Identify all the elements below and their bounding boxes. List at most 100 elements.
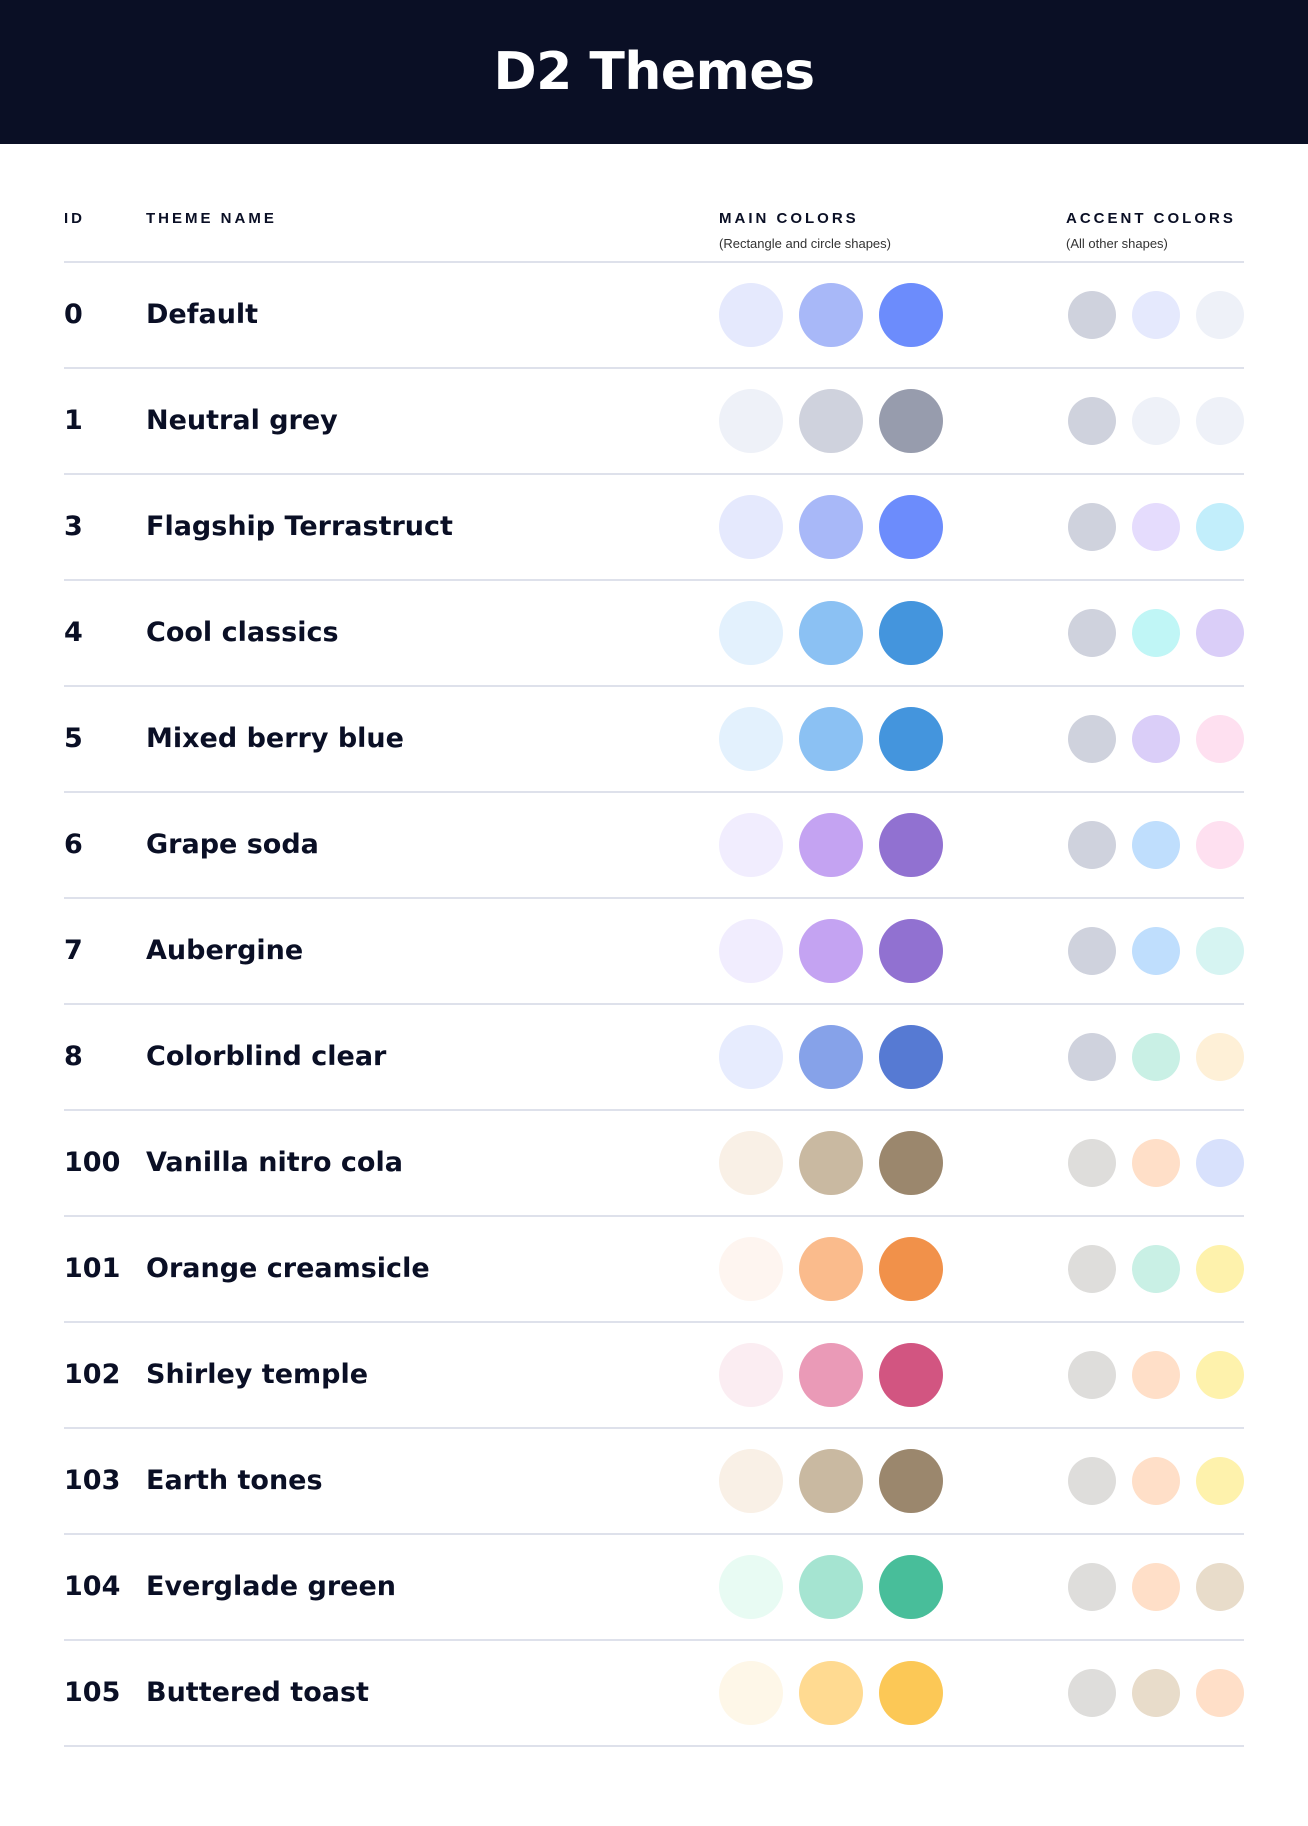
main-color-swatch [799, 601, 863, 665]
main-color-swatch [879, 1025, 943, 1089]
main-color-swatch [879, 601, 943, 665]
accent-color-swatch [1132, 1563, 1180, 1611]
accent-colors-subtitle: (All other shapes) [1066, 236, 1168, 251]
theme-id: 102 [64, 1359, 121, 1390]
theme-name: Orange creamsicle [146, 1253, 430, 1284]
accent-color-swatch [1196, 1033, 1244, 1081]
theme-name: Shirley temple [146, 1359, 369, 1390]
accent-color-swatch [1068, 291, 1116, 339]
theme-id: 4 [64, 617, 83, 648]
theme-name: Neutral grey [146, 405, 338, 436]
accent-color-swatch [1196, 1139, 1244, 1187]
main-color-swatch [719, 813, 783, 877]
accent-color-swatch [1196, 503, 1244, 551]
theme-id: 0 [64, 299, 83, 330]
theme-id: 8 [64, 1041, 83, 1072]
main-color-swatch [879, 813, 943, 877]
column-accent-colors: ACCENT COLORS [1066, 210, 1236, 227]
theme-id: 103 [64, 1465, 121, 1496]
table-row: 103 Earth tones [64, 1429, 1244, 1535]
accent-color-swatch [1196, 1245, 1244, 1293]
main-color-swatch [879, 495, 943, 559]
table-row: 101 Orange creamsicle [64, 1217, 1244, 1323]
main-color-swatch [879, 1343, 943, 1407]
main-color-swatch [879, 1131, 943, 1195]
theme-id: 104 [64, 1571, 121, 1602]
table-row: 4 Cool classics [64, 581, 1244, 687]
theme-name: Cool classics [146, 617, 339, 648]
accent-color-swatch [1068, 927, 1116, 975]
theme-name: Vanilla nitro cola [146, 1147, 403, 1178]
main-color-swatch [799, 495, 863, 559]
accent-color-swatch [1132, 715, 1180, 763]
main-color-swatch [879, 919, 943, 983]
accent-color-swatch [1132, 1351, 1180, 1399]
table-row: 0 Default [64, 263, 1244, 369]
theme-name: Flagship Terrastruct [146, 511, 453, 542]
theme-name: Everglade green [146, 1571, 397, 1602]
table-row: 8 Colorblind clear [64, 1005, 1244, 1111]
page-header: D2 Themes [0, 0, 1308, 144]
accent-color-swatch [1196, 1669, 1244, 1717]
accent-color-swatch [1068, 397, 1116, 445]
theme-name: Grape soda [146, 829, 319, 860]
main-color-swatch [719, 283, 783, 347]
main-color-swatch [879, 283, 943, 347]
accent-color-swatch [1132, 1245, 1180, 1293]
main-color-swatch [719, 389, 783, 453]
theme-id: 1 [64, 405, 83, 436]
theme-id: 6 [64, 829, 83, 860]
accent-color-swatch [1132, 1139, 1180, 1187]
main-color-swatch [719, 1661, 783, 1725]
main-color-swatch [879, 1237, 943, 1301]
accent-color-swatch [1196, 1563, 1244, 1611]
table-row: 1 Neutral grey [64, 369, 1244, 475]
theme-id: 100 [64, 1147, 121, 1178]
main-color-swatch [879, 707, 943, 771]
accent-color-swatch [1068, 609, 1116, 657]
main-colors-subtitle: (Rectangle and circle shapes) [719, 236, 891, 251]
accent-color-swatch [1132, 1033, 1180, 1081]
main-color-swatch [799, 1343, 863, 1407]
main-color-swatch [879, 1555, 943, 1619]
accent-color-swatch [1068, 503, 1116, 551]
accent-color-swatch [1196, 1457, 1244, 1505]
main-color-swatch [719, 1555, 783, 1619]
accent-color-swatch [1196, 397, 1244, 445]
accent-color-swatch [1068, 821, 1116, 869]
main-color-swatch [719, 601, 783, 665]
accent-color-swatch [1196, 1351, 1244, 1399]
theme-name: Aubergine [146, 935, 304, 966]
theme-name: Earth tones [146, 1465, 323, 1496]
main-color-swatch [719, 1343, 783, 1407]
table-row: 6 Grape soda [64, 793, 1244, 899]
main-color-swatch [799, 1449, 863, 1513]
table-row: 3 Flagship Terrastruct [64, 475, 1244, 581]
main-color-swatch [879, 389, 943, 453]
accent-color-swatch [1068, 1139, 1116, 1187]
main-color-swatch [799, 919, 863, 983]
theme-id: 105 [64, 1677, 121, 1708]
table-row: 105 Buttered toast [64, 1641, 1244, 1747]
accent-color-swatch [1196, 291, 1244, 339]
theme-name: Default [146, 299, 259, 330]
table-header: ID THEME NAME MAIN COLORS (Rectangle and… [64, 144, 1244, 263]
table-row: 5 Mixed berry blue [64, 687, 1244, 793]
main-color-swatch [719, 1449, 783, 1513]
accent-color-swatch [1196, 821, 1244, 869]
accent-color-swatch [1196, 715, 1244, 763]
main-color-swatch [799, 1025, 863, 1089]
main-color-swatch [799, 1237, 863, 1301]
main-color-swatch [719, 919, 783, 983]
main-color-swatch [719, 707, 783, 771]
main-color-swatch [799, 813, 863, 877]
accent-color-swatch [1132, 927, 1180, 975]
main-color-swatch [879, 1661, 943, 1725]
accent-color-swatch [1196, 609, 1244, 657]
accent-color-swatch [1132, 821, 1180, 869]
main-color-swatch [719, 1025, 783, 1089]
main-color-swatch [719, 495, 783, 559]
table-row: 7 Aubergine [64, 899, 1244, 1005]
main-color-swatch [799, 707, 863, 771]
table-row: 104 Everglade green [64, 1535, 1244, 1641]
